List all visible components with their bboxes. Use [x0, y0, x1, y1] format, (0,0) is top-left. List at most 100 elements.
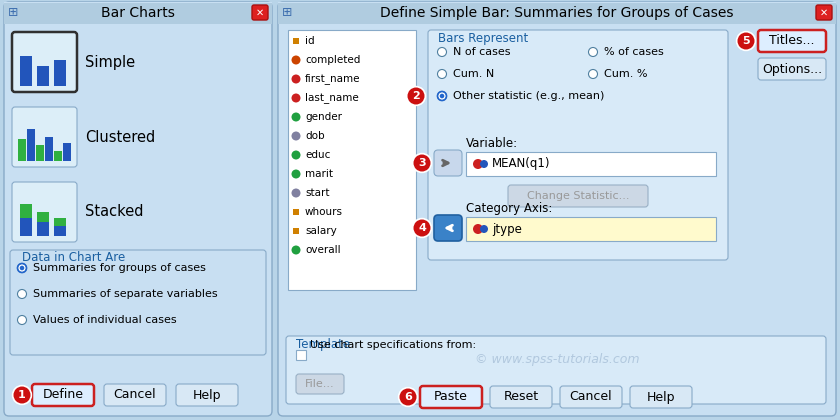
Text: Cancel: Cancel	[570, 391, 612, 404]
Text: Bars Represent: Bars Represent	[438, 32, 528, 45]
Text: completed: completed	[305, 55, 360, 65]
Text: Use chart specifications from:: Use chart specifications from:	[310, 340, 476, 350]
FancyBboxPatch shape	[12, 107, 77, 167]
FancyBboxPatch shape	[252, 5, 268, 20]
Text: Simple: Simple	[85, 55, 135, 69]
Bar	[54, 218, 66, 226]
Circle shape	[291, 94, 301, 102]
Circle shape	[439, 94, 444, 98]
FancyBboxPatch shape	[508, 185, 648, 207]
Circle shape	[19, 266, 24, 270]
Circle shape	[413, 220, 431, 236]
Circle shape	[413, 155, 431, 171]
Circle shape	[398, 388, 417, 407]
Text: ⊞: ⊞	[8, 6, 18, 19]
FancyBboxPatch shape	[104, 384, 166, 406]
Text: start: start	[305, 188, 329, 198]
Circle shape	[291, 74, 301, 84]
FancyBboxPatch shape	[630, 386, 692, 408]
Circle shape	[589, 69, 597, 79]
Bar	[54, 226, 66, 236]
Text: © www.spss-tutorials.com: © www.spss-tutorials.com	[475, 354, 639, 367]
Text: Variable:: Variable:	[466, 137, 518, 150]
Circle shape	[18, 263, 27, 273]
Text: Template: Template	[296, 338, 350, 351]
Text: id: id	[305, 36, 315, 46]
FancyBboxPatch shape	[10, 250, 266, 355]
Circle shape	[412, 153, 432, 173]
Circle shape	[473, 159, 483, 169]
Text: dob: dob	[305, 131, 324, 141]
Text: whours: whours	[305, 207, 343, 217]
Bar	[27, 129, 35, 161]
Text: Stacked: Stacked	[85, 205, 144, 220]
Text: Summaries of separate variables: Summaries of separate variables	[33, 289, 218, 299]
Circle shape	[407, 87, 424, 105]
FancyBboxPatch shape	[490, 386, 552, 408]
Circle shape	[291, 189, 301, 197]
Polygon shape	[293, 209, 299, 215]
Circle shape	[291, 131, 301, 141]
Bar	[278, 2, 836, 24]
FancyBboxPatch shape	[428, 30, 728, 260]
Circle shape	[480, 225, 488, 233]
Bar	[37, 66, 49, 86]
Circle shape	[412, 218, 432, 237]
Text: Define Simple Bar: Summaries for Groups of Cases: Define Simple Bar: Summaries for Groups …	[381, 6, 734, 20]
FancyBboxPatch shape	[12, 182, 77, 242]
Bar	[20, 218, 32, 236]
Bar	[63, 143, 71, 161]
FancyBboxPatch shape	[32, 384, 94, 406]
FancyBboxPatch shape	[560, 386, 622, 408]
Text: marit: marit	[305, 169, 333, 179]
FancyBboxPatch shape	[434, 150, 462, 176]
Text: Paste: Paste	[434, 391, 468, 404]
Circle shape	[400, 388, 417, 405]
Polygon shape	[293, 228, 299, 234]
Text: overall: overall	[305, 245, 341, 255]
Text: 1: 1	[18, 390, 26, 400]
Text: ✕: ✕	[820, 8, 828, 18]
FancyBboxPatch shape	[816, 5, 832, 20]
Text: Help: Help	[192, 388, 221, 402]
Bar	[288, 30, 416, 290]
FancyBboxPatch shape	[286, 336, 826, 404]
FancyBboxPatch shape	[12, 32, 77, 92]
Text: Cancel: Cancel	[113, 388, 156, 402]
Circle shape	[438, 47, 447, 57]
Circle shape	[480, 160, 488, 168]
Circle shape	[291, 113, 301, 121]
Text: 6: 6	[404, 392, 412, 402]
FancyBboxPatch shape	[420, 386, 482, 408]
Circle shape	[18, 289, 27, 299]
Bar	[37, 212, 49, 222]
Bar	[37, 222, 49, 236]
Polygon shape	[293, 38, 299, 44]
Bar	[54, 60, 66, 86]
Text: Category Axis:: Category Axis:	[466, 202, 553, 215]
Circle shape	[438, 69, 447, 79]
Circle shape	[291, 55, 301, 65]
Text: Clustered: Clustered	[85, 129, 155, 144]
Bar	[278, 2, 836, 3]
Bar	[296, 350, 306, 360]
Text: 2: 2	[412, 91, 420, 101]
Bar	[18, 139, 26, 161]
Circle shape	[738, 32, 754, 50]
Text: ✕: ✕	[256, 8, 264, 18]
Bar	[466, 152, 716, 176]
Text: Change Statistic...: Change Statistic...	[527, 191, 629, 201]
Text: Titles...: Titles...	[769, 34, 815, 47]
Text: MEAN(q1): MEAN(q1)	[492, 158, 550, 171]
Text: educ: educ	[305, 150, 330, 160]
FancyBboxPatch shape	[4, 2, 272, 416]
Text: Other statistic (e.g., mean): Other statistic (e.g., mean)	[453, 91, 604, 101]
Circle shape	[473, 224, 483, 234]
Text: Data in Chart Are: Data in Chart Are	[22, 251, 125, 264]
Circle shape	[438, 92, 447, 100]
FancyBboxPatch shape	[176, 384, 238, 406]
Bar	[466, 217, 716, 241]
Bar	[4, 2, 272, 3]
Circle shape	[407, 87, 426, 105]
Text: Define: Define	[43, 388, 83, 402]
